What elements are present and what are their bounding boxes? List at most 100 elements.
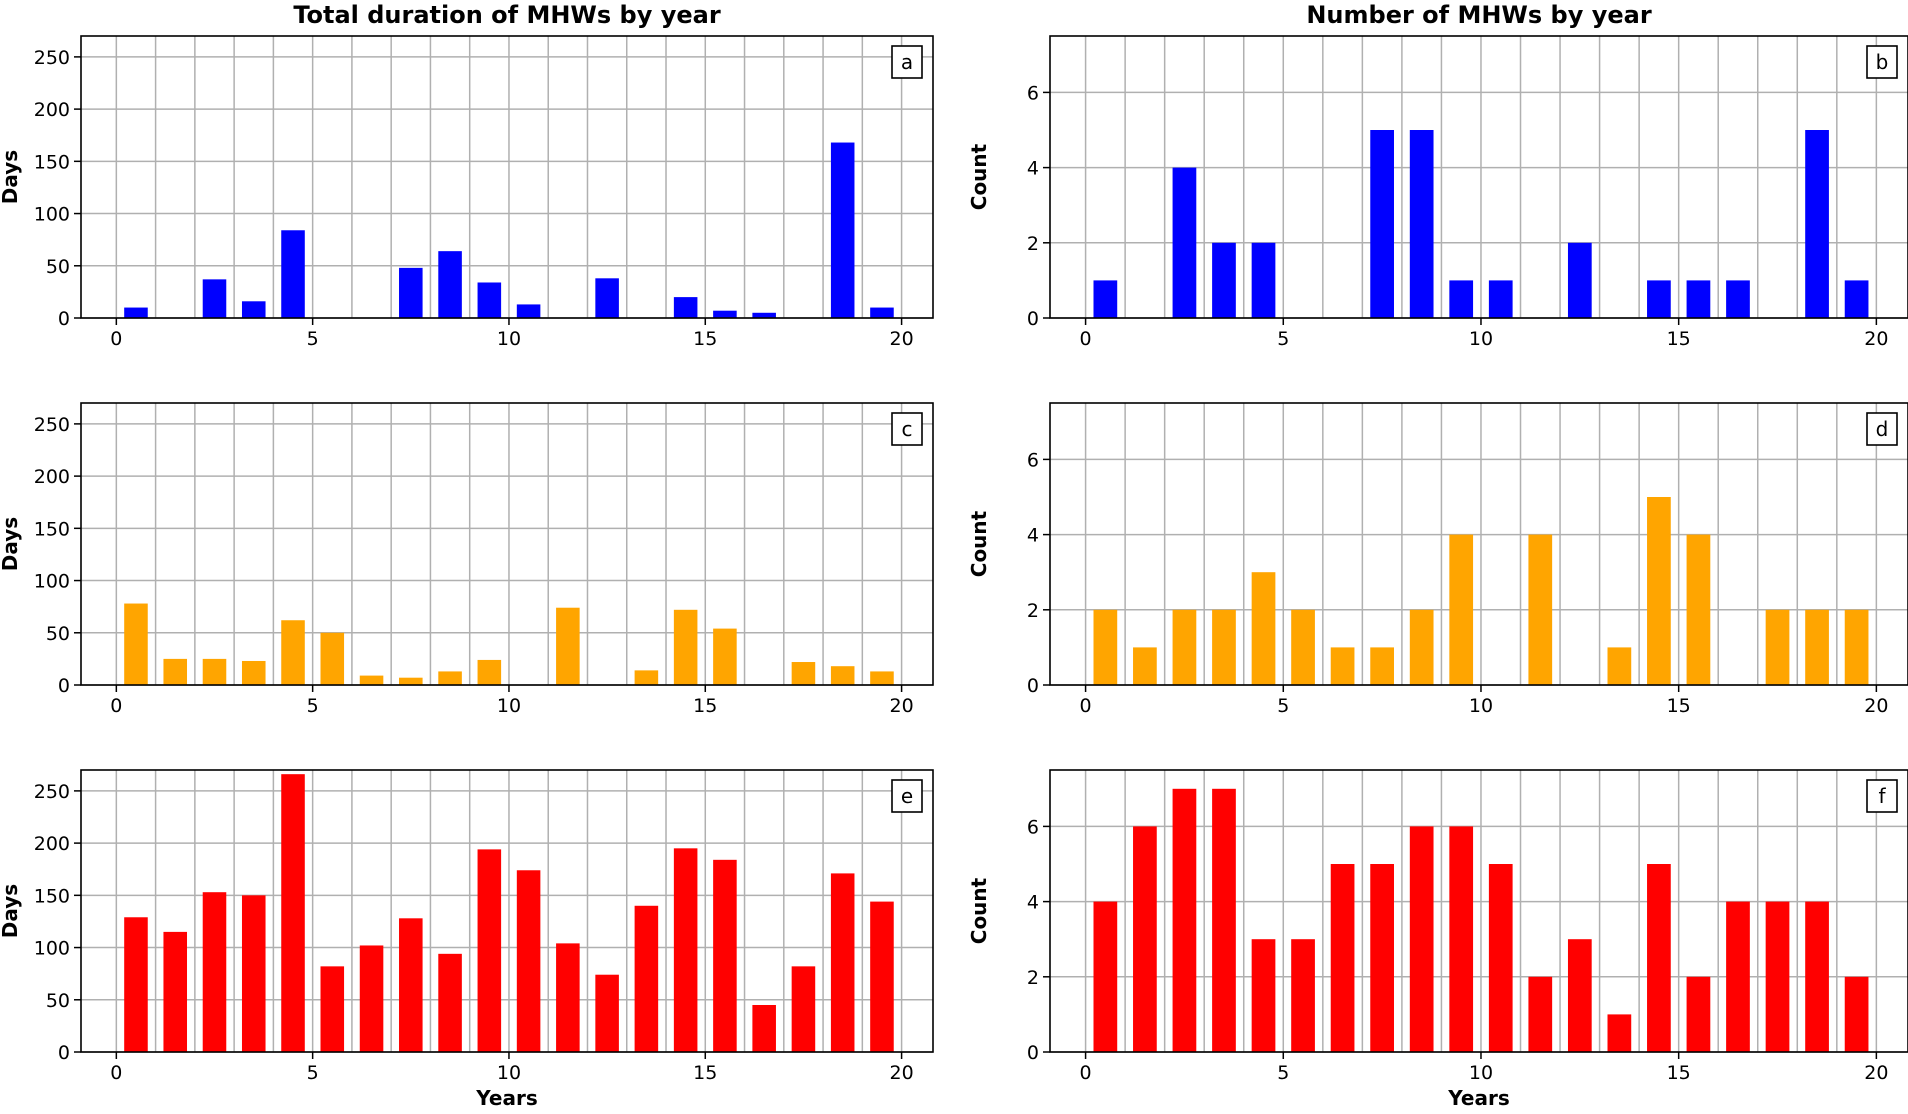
bar-c-7 [399,677,423,685]
panel-letter-box [891,779,923,813]
y-axis-label: Days [0,150,22,204]
bar-c-11 [556,607,580,685]
bar-e-10 [516,870,541,1052]
bar-b-3 [1212,242,1236,318]
bar-f-18 [1805,901,1829,1052]
bar-f-2 [1172,788,1197,1052]
bar-f-6 [1330,864,1355,1052]
y-tick-label: 0 [58,1042,70,1064]
bar-f-16 [1726,901,1750,1052]
bar-b-15 [1686,280,1711,318]
x-tick-label: 5 [307,695,319,717]
plot-frame [80,769,934,1053]
x-tick-label: 20 [1864,695,1888,717]
y-axis-label: Days [0,517,22,571]
bar-d-7 [1370,647,1394,685]
bar-f-3 [1212,788,1236,1052]
bar-c-2 [202,658,227,685]
x-tick-label: 15 [1667,695,1691,717]
bar-d-13 [1607,647,1632,685]
x-tick-label: 5 [307,1062,319,1084]
bar-d-4 [1251,572,1276,685]
bar-c-5 [320,632,345,685]
plot-frame [1049,402,1908,686]
bar-c-15 [713,628,737,685]
x-tick-label: 20 [889,695,913,717]
bar-c-6 [359,675,384,685]
bar-b-0 [1093,280,1118,318]
bar-c-4 [281,620,305,685]
x-tick-label: 10 [497,328,521,350]
bar-f-7 [1370,864,1394,1052]
plot-frame [1049,769,1908,1053]
bar-d-19 [1844,609,1869,685]
bar-a-9 [477,282,502,318]
y-tick-label: 200 [34,833,70,855]
bar-e-4 [281,774,305,1052]
bars [124,603,894,685]
bar-e-1 [163,931,188,1052]
bar-f-5 [1291,939,1315,1052]
bar-b-19 [1844,280,1869,318]
bar-e-9 [477,849,502,1052]
bar-c-18 [830,666,855,685]
bar-a-4 [281,230,305,318]
bar-c-14 [673,609,698,685]
y-tick-label: 0 [1027,1042,1039,1064]
y-tick-label: 0 [1027,308,1039,330]
bar-d-11 [1528,534,1553,685]
x-tick-label: 0 [1080,328,1092,350]
bar-c-13 [634,670,659,685]
bar-a-16 [752,312,776,318]
y-tick-label: 200 [34,466,70,488]
bar-e-12 [595,974,619,1052]
bar-f-9 [1449,826,1474,1052]
x-axis-label: Years [475,1086,537,1110]
y-axis-label: Count [967,877,991,944]
bar-a-7 [399,267,423,318]
bar-d-18 [1805,609,1829,685]
bar-f-4 [1251,939,1276,1052]
y-tick-label: 4 [1027,525,1039,547]
panel-d: 0 5 10 15 20 0 2 4 6 Count d [967,402,1908,717]
x-tick-label: 10 [1469,695,1493,717]
y-tick-label: 2 [1027,233,1039,255]
panel-letter-box [891,412,923,446]
x-tick-label: 10 [497,695,521,717]
y-tick-label: 250 [34,781,70,803]
bar-b-2 [1172,167,1197,318]
bar-e-6 [359,945,384,1052]
x-tick-label: 5 [307,328,319,350]
bar-c-9 [477,659,502,685]
bar-d-3 [1212,609,1236,685]
bar-f-11 [1528,976,1553,1052]
panel-b: 0 5 10 15 20 0 2 4 6 Count b [967,35,1908,350]
bar-a-12 [595,278,619,318]
x-tick-label: 5 [1277,695,1289,717]
y-tick-label: 6 [1027,449,1039,471]
bar-a-15 [713,310,737,318]
y-tick-label: 2 [1027,967,1039,989]
y-tick-label: 150 [34,518,70,540]
bar-b-9 [1449,280,1474,318]
bar-f-14 [1647,864,1671,1052]
bar-d-6 [1330,647,1355,685]
bar-d-17 [1765,609,1790,685]
bar-d-14 [1647,497,1671,685]
bar-c-1 [163,658,188,685]
y-tick-label: 50 [46,256,70,278]
panel-letter: f [1878,784,1886,808]
bar-b-10 [1488,280,1513,318]
bar-b-4 [1251,242,1276,318]
plot-frame [1049,35,1908,319]
y-tick-label: 0 [58,308,70,330]
x-tick-label: 0 [110,1062,122,1084]
y-tick-label: 250 [34,414,70,436]
bar-e-11 [556,943,580,1052]
y-tick-label: 6 [1027,82,1039,104]
bar-c-8 [438,671,462,685]
x-tick-label: 15 [1667,1062,1691,1084]
bar-e-2 [202,892,227,1052]
